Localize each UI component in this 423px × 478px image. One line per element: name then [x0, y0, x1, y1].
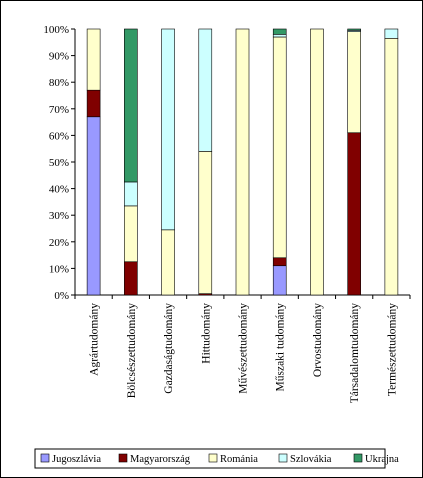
bar-segment: [384, 28, 399, 39]
bar-segment: [198, 151, 213, 294]
bar-segment: [272, 28, 287, 35]
category-label: Természettudomány: [386, 303, 398, 396]
legend-swatch: [118, 453, 128, 463]
bar-segment: [124, 261, 138, 296]
y-tick-label: 10%: [49, 263, 69, 275]
legend-label: Ukrajna: [365, 454, 399, 465]
category-label: Gazdaságtudomány: [163, 303, 175, 394]
y-tick-label: 50%: [49, 157, 69, 169]
y-axis: 0% 10% 20% 30% 40% 50% 60% 70% 80% 90% 100%: [43, 24, 76, 302]
legend-swatch: [353, 453, 363, 463]
bar-segment: [310, 28, 324, 296]
category-label: Műszaki tudomány: [275, 303, 287, 392]
y-tick-label: 0%: [54, 290, 69, 302]
legend-label: Jugoszlávia: [52, 454, 101, 465]
bar-segment: [86, 28, 101, 91]
legend-label: Magyarország: [130, 454, 191, 465]
y-tick-label: 100%: [43, 24, 69, 36]
category-label: Hittudomány: [200, 303, 212, 364]
y-tick-label: 20%: [49, 237, 69, 249]
bar-segment: [124, 181, 138, 207]
y-tick-label: 60%: [49, 130, 69, 142]
bar-segment: [384, 38, 399, 296]
y-tick-label: 70%: [49, 104, 69, 116]
bar-segment: [347, 31, 361, 134]
category-label: Társadalomtudomány: [349, 303, 361, 404]
bar-segment: [347, 28, 361, 31]
bar-segment: [198, 28, 213, 152]
bar-segment: [347, 132, 361, 296]
bar-segment: [161, 28, 175, 231]
bars: [86, 28, 399, 296]
legend-label: Románia: [220, 454, 258, 465]
legend-swatch: [208, 453, 218, 463]
bar-segment: [86, 89, 101, 118]
bar-segment: [86, 116, 101, 296]
bar-segment: [124, 28, 138, 183]
y-tick-label: 90%: [49, 51, 69, 63]
x-axis: Agrártudomány Bölcsészettudomány Gazdaságt…: [74, 294, 411, 404]
legend-swatch: [278, 453, 288, 463]
bar-segment: [272, 36, 287, 259]
bar-segment: [272, 34, 287, 38]
y-tick-label: 30%: [49, 210, 69, 222]
y-tick-label: 80%: [49, 77, 69, 89]
bar-segment: [235, 28, 250, 296]
legend: Jugoszlávia Magyarország Románia Szlovákia U…: [34, 448, 399, 469]
legend-swatch: [40, 453, 50, 463]
category-label: Orvostudomány: [312, 303, 324, 377]
category-label: Művészettudomány: [238, 303, 250, 394]
legend-label: Szlovákia: [290, 454, 332, 465]
y-tick-label: 40%: [49, 184, 69, 196]
category-label: Bölcsészettudomány: [126, 303, 138, 398]
category-label: Agrártudomány: [89, 303, 101, 376]
bar-segment: [272, 257, 287, 267]
bar-segment: [124, 205, 138, 263]
bar-segment: [161, 229, 175, 296]
bar-segment: [272, 265, 287, 296]
